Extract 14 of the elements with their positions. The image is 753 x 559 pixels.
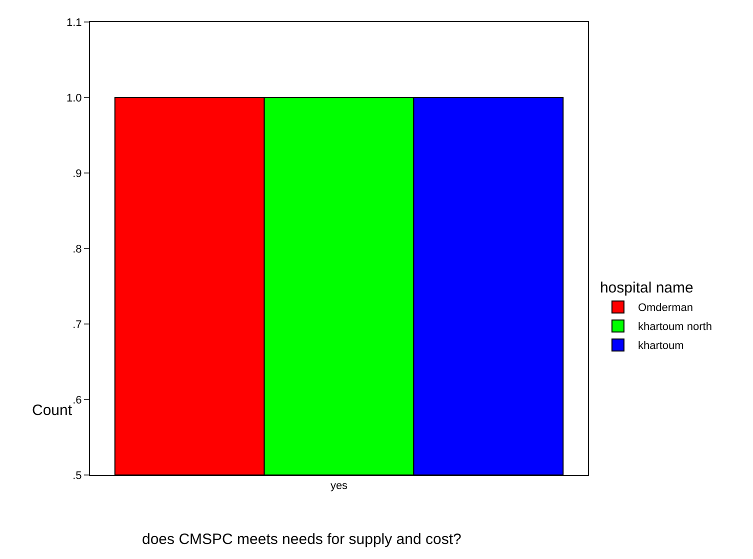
- y-axis-title: Count: [32, 402, 73, 419]
- y-tick-label: 1.1: [66, 16, 82, 29]
- y-tick-label: 1.0: [66, 92, 82, 104]
- x-tick-label: yes: [330, 480, 348, 492]
- y-tick-label: .5: [72, 470, 82, 482]
- legend-label: khartoum north: [638, 321, 712, 334]
- legend-label: khartoum: [638, 340, 684, 352]
- y-tick-label: .9: [72, 168, 82, 180]
- y-tick-label: .8: [72, 243, 82, 256]
- x-axis-title: does CMSPC meets needs for supply and cost?: [142, 531, 462, 548]
- y-tick-label: .6: [72, 394, 82, 406]
- y-tick-label: .7: [72, 318, 82, 331]
- legend-title: hospital name: [600, 279, 694, 296]
- legend-label: Omderman: [638, 302, 693, 314]
